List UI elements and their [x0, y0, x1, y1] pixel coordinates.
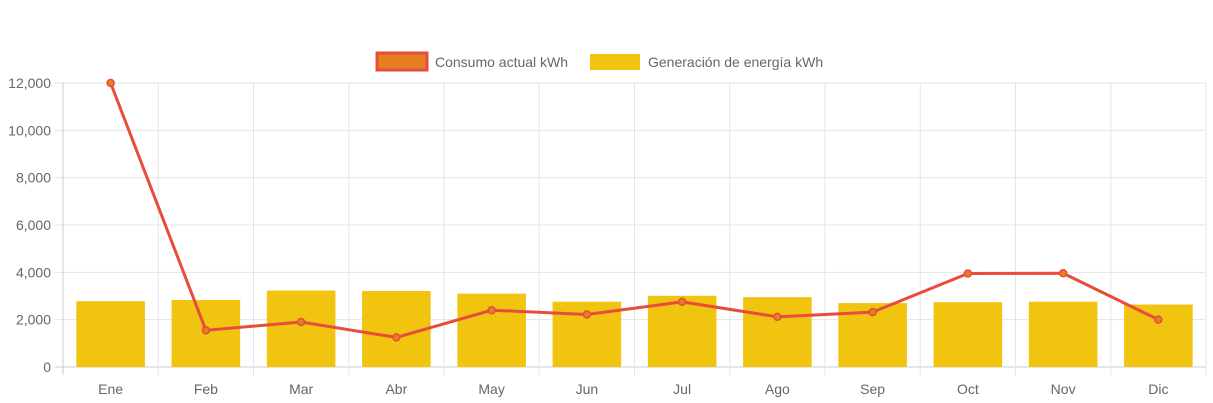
bar-generacion[interactable] [1124, 304, 1193, 367]
x-tick-label: Nov [1051, 381, 1076, 397]
point-consumo[interactable] [963, 269, 973, 278]
point-consumo[interactable] [868, 307, 877, 317]
x-tick-label: Mar [289, 381, 313, 397]
bar-generacion[interactable] [1028, 301, 1098, 367]
y-tick-label: 8,000 [16, 170, 51, 186]
bar-generacion[interactable] [933, 302, 1003, 367]
legend-label-consumo: Consumo actual kWh [435, 54, 568, 70]
bar-generacion[interactable] [266, 290, 336, 367]
legend: Consumo actual kWh Generación de energía… [375, 51, 823, 72]
x-tick-label: Ene [98, 381, 123, 397]
x-tick-label: Abr [385, 381, 407, 397]
point-consumo[interactable] [773, 312, 782, 322]
legend-item-consumo[interactable]: Consumo actual kWh [375, 51, 568, 72]
y-tick-label: 6,000 [16, 217, 51, 233]
y-axis: 0 2,000 4,000 6,000 8,000 10,000 12,000 [8, 75, 51, 375]
bar-generacion[interactable] [457, 293, 526, 367]
point-consumo[interactable] [677, 297, 687, 307]
y-tick-label: 4,000 [16, 264, 51, 280]
x-tick-label: Sep [860, 381, 885, 397]
bar-generacion[interactable] [743, 297, 812, 367]
legend-swatch-consumo [375, 51, 429, 72]
grid [55, 82, 1207, 375]
point-consumo[interactable] [106, 78, 115, 88]
x-axis: Ene Feb Mar Abr May Jun Jul Ago Sep Oct Nov Dic [98, 381, 1168, 397]
point-consumo[interactable] [392, 333, 401, 342]
legend-label-generacion: Generación de energía kWh [648, 54, 823, 70]
point-consumo[interactable] [1058, 269, 1068, 278]
line-consumo [109, 82, 1160, 339]
point-consumo[interactable] [487, 305, 496, 315]
line-series [106, 78, 1163, 342]
x-tick-label: Oct [957, 381, 979, 397]
x-tick-label: Feb [194, 381, 218, 397]
x-tick-label: Dic [1148, 381, 1168, 397]
bar-generacion[interactable] [362, 291, 431, 367]
point-consumo[interactable] [1154, 315, 1163, 324]
point-consumo[interactable] [201, 326, 211, 335]
point-consumo[interactable] [582, 310, 592, 319]
x-tick-label: Ago [765, 381, 790, 397]
y-tick-label: 12,000 [8, 75, 51, 91]
y-tick-label: 2,000 [16, 312, 51, 328]
y-tick-label: 0 [43, 359, 51, 375]
point-consumo[interactable] [296, 317, 306, 327]
legend-item-generacion[interactable]: Generación de energía kWh [590, 54, 823, 70]
bar-generacion[interactable] [647, 295, 717, 367]
x-tick-label: Jul [673, 381, 691, 397]
x-tick-label: Jun [576, 381, 599, 397]
bar-generacion[interactable] [76, 301, 145, 367]
y-tick-label: 10,000 [8, 122, 51, 138]
legend-swatch-generacion [590, 54, 640, 70]
x-tick-label: May [478, 381, 504, 397]
